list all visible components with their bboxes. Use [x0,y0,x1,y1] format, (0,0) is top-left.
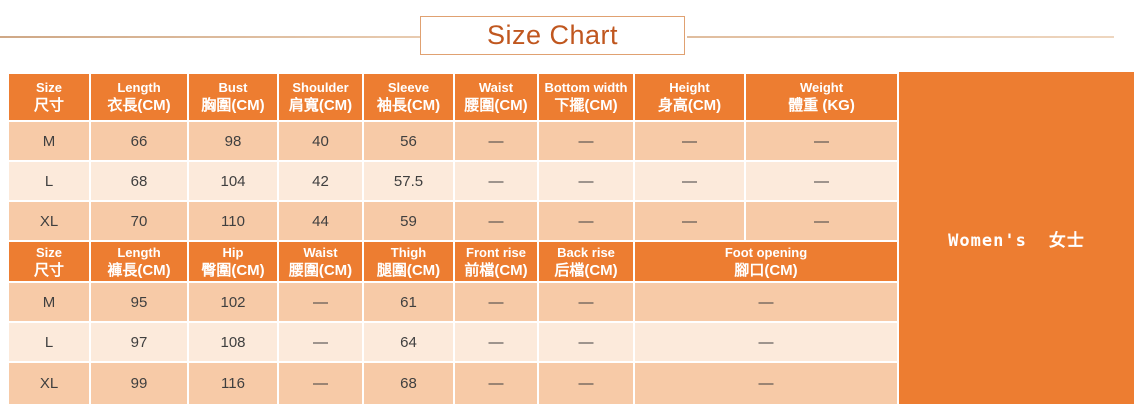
size-chart: Size 尺寸 Length 衣長(CM) Bust 胸圍(CM) Shoulder 肩… [7,72,1134,406]
table-row: L 68 104 42 57.5 — — — — [7,160,899,202]
size-table: Size 尺寸 Length 衣長(CM) Bust 胸圍(CM) Shoulder 肩… [7,72,899,406]
column-header: Size 尺寸 [7,72,91,122]
table-row: XL 99 116 — 68 — — — [7,361,899,406]
data-cell: 44 [277,200,364,242]
size-cell: M [7,281,91,323]
data-cell: 104 [187,160,279,202]
column-header: Sleeve 袖長(CM) [362,72,455,122]
data-cell: — [453,281,539,323]
data-cell: — [277,361,364,406]
data-cell: 66 [89,120,189,162]
data-cell: — [453,160,539,202]
data-cell: 61 [362,281,455,323]
data-cell: 57.5 [362,160,455,202]
data-cell: — [633,200,746,242]
data-cell: 97 [89,321,189,363]
data-cell: 95 [89,281,189,323]
title-box: Size Chart [420,16,685,55]
size-cell: M [7,120,91,162]
tops-header-row: Size 尺寸 Length 衣長(CM) Bust 胸圍(CM) Shoulder 肩… [7,72,899,122]
data-cell: 99 [89,361,189,406]
data-cell: — [537,200,635,242]
table-row: XL 70 110 44 59 — — — — [7,200,899,242]
data-cell: — [744,120,899,162]
table-row: M 66 98 40 56 — — — — [7,120,899,162]
column-header: Length 衣長(CM) [89,72,189,122]
data-cell: 42 [277,160,364,202]
data-cell: 102 [187,281,279,323]
data-cell: — [537,160,635,202]
gender-label-cjk: 女士 [1048,230,1085,251]
data-cell: 68 [362,361,455,406]
title-rule-right [687,36,1114,38]
size-cell: L [7,160,91,202]
column-header: Hip 臀圍(CM) [187,240,279,283]
size-cell: XL [7,361,91,406]
pants-header-row: Size 尺寸 Length 褲長(CM) Hip 臀圍(CM) Waist 腰圍(CM… [7,240,899,283]
size-cell: L [7,321,91,363]
column-header: Waist 腰圍(CM) [453,72,539,122]
data-cell: — [277,321,364,363]
data-cell: 116 [187,361,279,406]
page-title: Size Chart [486,20,619,50]
title-rule-left [0,36,420,38]
column-header: Shoulder 肩寬(CM) [277,72,364,122]
column-header: Foot opening 腳口(CM) [633,240,899,283]
data-cell: 108 [187,321,279,363]
data-cell: — [277,281,364,323]
data-cell: — [453,361,539,406]
data-cell: — [537,361,635,406]
data-cell: — [453,200,539,242]
data-cell: 98 [187,120,279,162]
data-cell: 56 [362,120,455,162]
data-cell: — [633,321,899,363]
data-cell: — [744,160,899,202]
column-header: Thigh 腿圍(CM) [362,240,455,283]
column-header: Bottom width 下擺(CM) [537,72,635,122]
data-cell: — [633,361,899,406]
column-header: Weight 體重 (KG) [744,72,899,122]
data-cell: — [537,321,635,363]
data-cell: — [633,160,746,202]
data-cell: 40 [277,120,364,162]
column-header: Bust 胸圍(CM) [187,72,279,122]
column-header: Back rise 后檔(CM) [537,240,635,283]
table-row: L 97 108 — 64 — — — [7,321,899,363]
column-header: Height 身高(CM) [633,72,746,122]
column-header: Size 尺寸 [7,240,91,283]
table-row: M 95 102 — 61 — — — [7,281,899,323]
data-cell: — [537,120,635,162]
data-cell: 64 [362,321,455,363]
size-cell: XL [7,200,91,242]
data-cell: 59 [362,200,455,242]
data-cell: — [537,281,635,323]
column-header: Front rise 前檔(CM) [453,240,539,283]
column-header: Waist 腰圍(CM) [277,240,364,283]
data-cell: — [744,200,899,242]
data-cell: — [633,281,899,323]
gender-label-en: Women's [948,230,1027,251]
data-cell: — [453,321,539,363]
data-cell: 70 [89,200,189,242]
data-cell: — [633,120,746,162]
data-cell: 68 [89,160,189,202]
gender-label: Women's 女士 [948,226,1085,251]
column-header: Length 褲長(CM) [89,240,189,283]
data-cell: — [453,120,539,162]
gender-panel: Women's 女士 [899,72,1134,404]
data-cell: 110 [187,200,279,242]
